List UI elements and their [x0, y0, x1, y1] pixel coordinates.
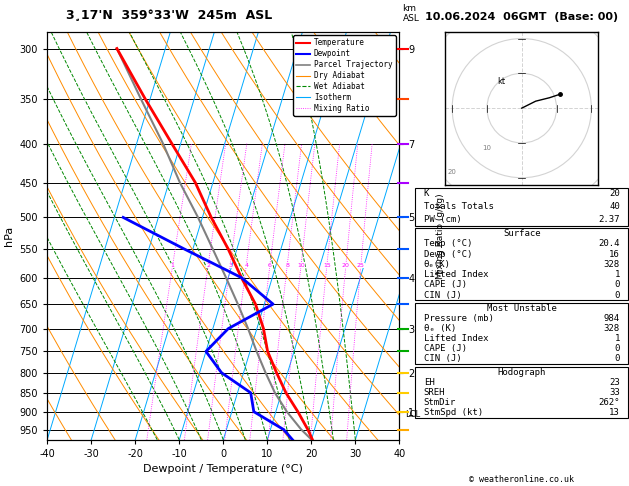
Text: Most Unstable: Most Unstable — [487, 304, 557, 313]
Text: 328: 328 — [604, 260, 620, 269]
Text: 0: 0 — [615, 354, 620, 364]
Text: 10.06.2024  06GMT  (Base: 00): 10.06.2024 06GMT (Base: 00) — [425, 12, 618, 22]
Text: θₑ(K): θₑ(K) — [424, 260, 450, 269]
Text: 23: 23 — [609, 378, 620, 387]
Text: 20.4: 20.4 — [598, 239, 620, 248]
X-axis label: Dewpoint / Temperature (°C): Dewpoint / Temperature (°C) — [143, 465, 303, 474]
Text: 2.37: 2.37 — [598, 215, 620, 224]
Text: Hodograph: Hodograph — [498, 367, 546, 377]
Text: 328: 328 — [604, 324, 620, 333]
Text: 10: 10 — [297, 263, 305, 268]
Text: CIN (J): CIN (J) — [424, 354, 461, 364]
Text: Mixing Ratio (g/kg): Mixing Ratio (g/kg) — [436, 193, 445, 278]
Text: km
ASL: km ASL — [403, 4, 420, 23]
Text: CAPE (J): CAPE (J) — [424, 344, 467, 353]
Text: 10: 10 — [482, 145, 491, 151]
Text: 1: 1 — [615, 334, 620, 343]
Text: CAPE (J): CAPE (J) — [424, 280, 467, 290]
Text: Pressure (mb): Pressure (mb) — [424, 314, 494, 323]
Text: Lifted Index: Lifted Index — [424, 334, 488, 343]
Legend: Temperature, Dewpoint, Parcel Trajectory, Dry Adiabat, Wet Adiabat, Isotherm, Mi: Temperature, Dewpoint, Parcel Trajectory… — [293, 35, 396, 116]
Text: 3¸17'N  359°33'W  245m  ASL: 3¸17'N 359°33'W 245m ASL — [66, 9, 272, 22]
Text: EH: EH — [424, 378, 435, 387]
Text: 0: 0 — [615, 280, 620, 290]
Text: Temp (°C): Temp (°C) — [424, 239, 472, 248]
Text: 3: 3 — [228, 263, 232, 268]
Text: 1: 1 — [615, 270, 620, 279]
Text: kt: kt — [498, 77, 506, 86]
Text: Dewp (°C): Dewp (°C) — [424, 250, 472, 259]
Text: 984: 984 — [604, 314, 620, 323]
Text: 0: 0 — [615, 291, 620, 300]
Text: 0: 0 — [615, 344, 620, 353]
Text: PW (cm): PW (cm) — [424, 215, 461, 224]
Text: K: K — [424, 190, 429, 198]
Text: 1: 1 — [170, 263, 174, 268]
Text: 20: 20 — [609, 190, 620, 198]
Text: SREH: SREH — [424, 388, 445, 397]
Text: Totals Totals: Totals Totals — [424, 202, 494, 211]
Text: StmSpd (kt): StmSpd (kt) — [424, 408, 483, 417]
Text: 8: 8 — [285, 263, 289, 268]
Text: 4: 4 — [244, 263, 248, 268]
Text: Surface: Surface — [503, 229, 540, 238]
Text: StmDir: StmDir — [424, 398, 456, 407]
Text: 6: 6 — [268, 263, 272, 268]
Text: 20: 20 — [342, 263, 350, 268]
Text: LCL: LCL — [405, 410, 420, 419]
Text: θₑ (K): θₑ (K) — [424, 324, 456, 333]
Text: 16: 16 — [609, 250, 620, 259]
Text: 20: 20 — [448, 169, 457, 175]
Text: CIN (J): CIN (J) — [424, 291, 461, 300]
Text: 15: 15 — [323, 263, 331, 268]
Text: © weatheronline.co.uk: © weatheronline.co.uk — [469, 474, 574, 484]
Y-axis label: hPa: hPa — [4, 226, 14, 246]
Text: 2: 2 — [206, 263, 210, 268]
Text: 13: 13 — [609, 408, 620, 417]
Text: Lifted Index: Lifted Index — [424, 270, 488, 279]
Text: 262°: 262° — [598, 398, 620, 407]
Text: 25: 25 — [357, 263, 365, 268]
Text: 33: 33 — [609, 388, 620, 397]
Text: 40: 40 — [609, 202, 620, 211]
